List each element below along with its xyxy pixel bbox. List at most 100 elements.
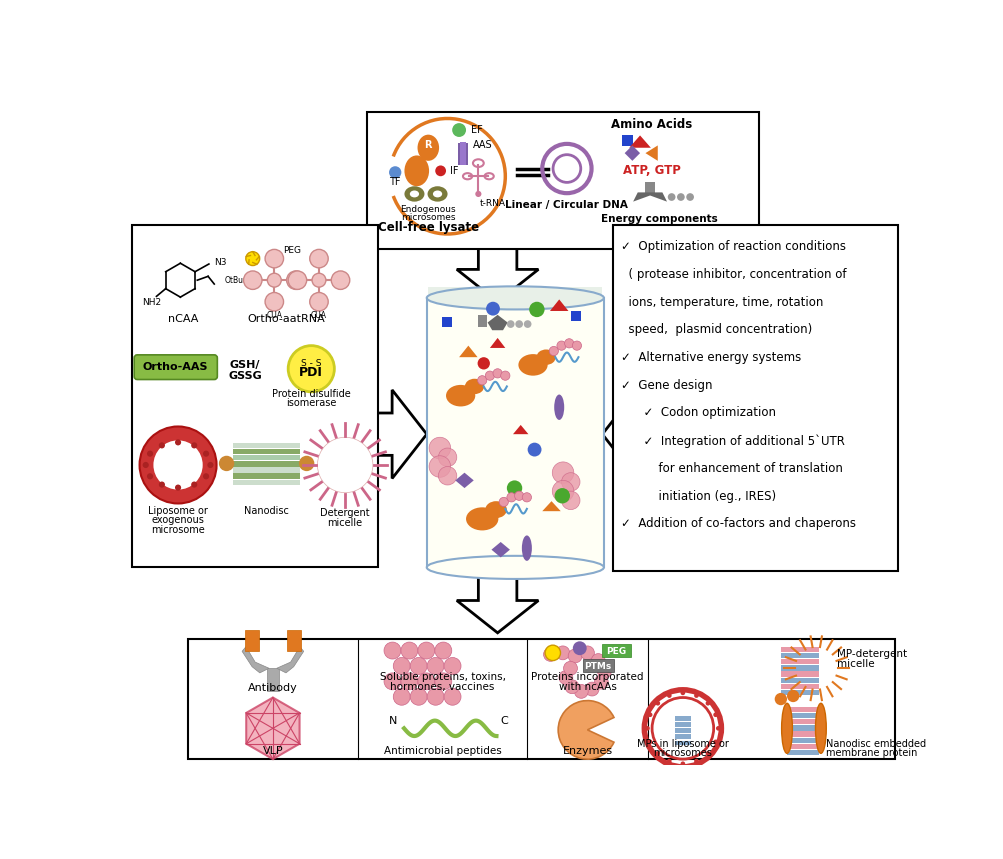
Bar <box>613 225 897 571</box>
Bar <box>674 734 690 739</box>
Polygon shape <box>645 145 657 161</box>
Text: VLP: VLP <box>263 746 283 757</box>
Circle shape <box>309 249 328 268</box>
Circle shape <box>655 751 660 756</box>
Circle shape <box>317 437 372 493</box>
Bar <box>780 690 818 695</box>
Circle shape <box>585 682 599 696</box>
Ellipse shape <box>464 379 483 394</box>
Circle shape <box>655 701 660 705</box>
Circle shape <box>312 273 326 287</box>
Ellipse shape <box>522 535 532 561</box>
Wedge shape <box>558 701 614 759</box>
Bar <box>786 713 818 718</box>
Bar <box>780 647 818 652</box>
Polygon shape <box>487 315 508 330</box>
Circle shape <box>383 642 400 659</box>
Circle shape <box>786 690 798 702</box>
Bar <box>233 442 300 448</box>
Circle shape <box>438 466 456 485</box>
Bar <box>780 665 818 671</box>
Text: with ncAAs: with ncAAs <box>558 682 616 691</box>
Circle shape <box>492 369 502 378</box>
Text: ✓  Codon optimization: ✓ Codon optimization <box>620 406 775 419</box>
Text: ✓  Addition of co-factors and chaperons: ✓ Addition of co-factors and chaperons <box>620 517 855 530</box>
Bar <box>786 750 818 755</box>
Circle shape <box>693 693 698 698</box>
Text: Cell-free lysate: Cell-free lysate <box>377 222 478 235</box>
Circle shape <box>393 657 410 674</box>
Circle shape <box>507 480 522 496</box>
Circle shape <box>309 293 328 311</box>
Circle shape <box>591 654 605 667</box>
Circle shape <box>428 456 450 478</box>
Circle shape <box>565 679 579 694</box>
Text: Amino Acids: Amino Acids <box>611 119 691 131</box>
Text: speed,  plasmid concentration): speed, plasmid concentration) <box>620 323 811 337</box>
Circle shape <box>514 491 524 501</box>
Circle shape <box>594 675 608 689</box>
Bar <box>780 672 818 677</box>
Circle shape <box>158 442 164 448</box>
Circle shape <box>434 673 451 690</box>
Text: for enhancement of translation: for enhancement of translation <box>620 462 842 475</box>
Circle shape <box>265 249 283 268</box>
Text: microsome: microsome <box>151 525 205 534</box>
Text: hormones, vaccines: hormones, vaccines <box>390 682 494 691</box>
Circle shape <box>288 345 334 392</box>
Text: NH2: NH2 <box>142 298 161 307</box>
FancyBboxPatch shape <box>134 355 217 380</box>
Text: AAS: AAS <box>472 140 492 149</box>
Bar <box>233 461 300 466</box>
Text: GSSG: GSSG <box>228 371 262 381</box>
Circle shape <box>564 338 574 348</box>
Bar <box>366 113 758 249</box>
Circle shape <box>552 462 574 484</box>
Polygon shape <box>490 542 510 557</box>
Text: ✓  Alternative energy systems: ✓ Alternative energy systems <box>620 351 800 364</box>
Bar <box>674 716 690 721</box>
Bar <box>780 653 818 658</box>
Polygon shape <box>456 246 538 302</box>
Circle shape <box>559 671 573 685</box>
Ellipse shape <box>554 394 564 420</box>
Bar <box>477 315 486 327</box>
Bar <box>786 738 818 743</box>
Text: ions, temperature, time, rotation: ions, temperature, time, rotation <box>620 295 822 308</box>
Bar <box>457 143 467 165</box>
Ellipse shape <box>427 186 447 202</box>
Circle shape <box>400 673 417 690</box>
Polygon shape <box>458 345 477 357</box>
Bar <box>426 298 603 568</box>
Bar <box>188 639 894 759</box>
Circle shape <box>680 761 684 766</box>
Text: MPs in liposome or: MPs in liposome or <box>636 739 728 749</box>
Bar <box>233 448 300 454</box>
Text: PEG: PEG <box>283 247 301 255</box>
Circle shape <box>507 320 514 328</box>
Text: Protein disulfide: Protein disulfide <box>272 389 350 399</box>
Bar <box>780 684 818 689</box>
Polygon shape <box>242 647 269 673</box>
Circle shape <box>676 193 684 201</box>
Circle shape <box>552 480 574 502</box>
Circle shape <box>153 441 203 490</box>
Bar <box>786 731 818 737</box>
Polygon shape <box>454 472 473 488</box>
Circle shape <box>244 271 262 289</box>
Circle shape <box>645 726 649 731</box>
Text: ✓  Optimization of reaction conditions: ✓ Optimization of reaction conditions <box>620 241 845 253</box>
Text: ✓  Integration of additional 5`UTR: ✓ Integration of additional 5`UTR <box>620 434 844 448</box>
Text: initiation (eg., IRES): initiation (eg., IRES) <box>620 490 775 503</box>
Bar <box>780 659 818 664</box>
Ellipse shape <box>409 191 418 198</box>
Circle shape <box>561 491 580 509</box>
Circle shape <box>597 664 611 679</box>
Ellipse shape <box>445 385 474 406</box>
Ellipse shape <box>426 286 603 309</box>
Text: IF: IF <box>449 166 458 176</box>
Text: micelle: micelle <box>327 518 362 527</box>
Ellipse shape <box>426 556 603 579</box>
Bar <box>674 740 690 746</box>
Circle shape <box>522 493 531 502</box>
